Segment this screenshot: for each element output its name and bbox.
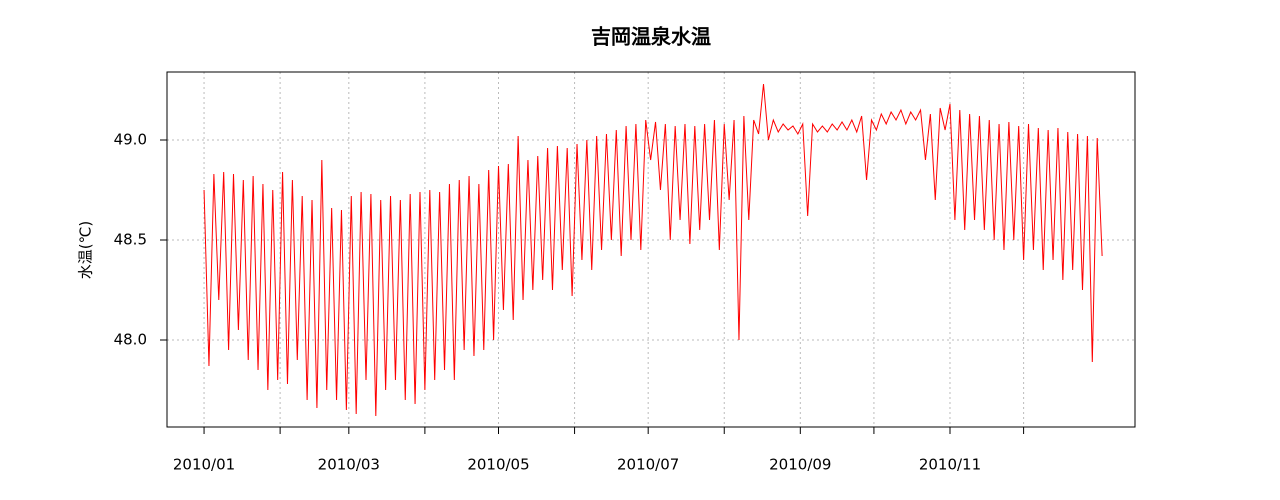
x-tick-label: 2010/09 xyxy=(769,456,831,474)
y-tick-label: 49.0 xyxy=(114,131,147,149)
data-line xyxy=(203,83,1103,417)
x-tick-label: 2010/05 xyxy=(467,456,529,474)
chart-title: 吉岡温泉水温 xyxy=(591,25,711,49)
x-tick-label: 2010/11 xyxy=(919,456,981,474)
x-tick-label: 2010/03 xyxy=(318,456,380,474)
y-axis-label: 水温(℃) xyxy=(77,221,95,280)
x-tick-label: 2010/01 xyxy=(173,456,235,474)
plot-frame xyxy=(166,71,1136,428)
y-tick-label: 48.0 xyxy=(114,331,147,349)
x-tick-label: 2010/07 xyxy=(617,456,679,474)
y-tick-label: 48.5 xyxy=(114,231,147,249)
